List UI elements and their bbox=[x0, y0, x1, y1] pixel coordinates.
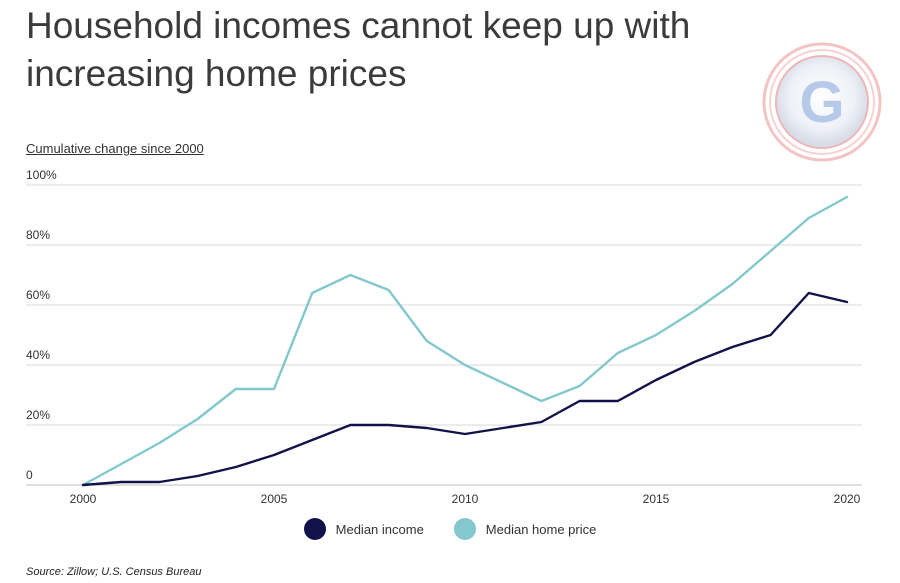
legend-item-median-income: Median income bbox=[303, 518, 424, 540]
line-chart: 0 20% 40% 60% 80% 100% 2000 2005 2010 2015 2020 bbox=[26, 168, 862, 506]
legend-item-median-home-price: Median home price bbox=[453, 518, 597, 540]
chart-title: Household incomes cannot keep up with in… bbox=[26, 5, 691, 94]
source-note: Source: Zillow; U.S. Census Bureau bbox=[26, 566, 202, 578]
chart-legend: Median income Median home price bbox=[0, 518, 900, 540]
x-tick-label: 2005 bbox=[261, 492, 288, 506]
y-tick-label: 80% bbox=[26, 228, 50, 242]
svg-text:G: G bbox=[799, 70, 844, 135]
legend-swatch-median-income bbox=[303, 518, 326, 540]
series-line-median-home-price bbox=[81, 195, 849, 487]
g-logo-icon: G bbox=[760, 38, 890, 168]
x-tick-label: 2020 bbox=[834, 492, 861, 506]
legend-label-median-income: Median income bbox=[335, 521, 424, 537]
legend-swatch-median-home-price bbox=[453, 518, 476, 540]
legend-label-median-home-price: Median home price bbox=[485, 521, 597, 537]
y-tick-label: 20% bbox=[26, 408, 50, 422]
x-tick-label: 2010 bbox=[452, 492, 479, 506]
y-tick-label: 60% bbox=[26, 288, 50, 302]
y-axis-title: Cumulative change since 2000 bbox=[26, 141, 204, 156]
x-tick-label: 2015 bbox=[643, 492, 670, 506]
series-line-median-income bbox=[81, 291, 849, 487]
x-tick-label: 2000 bbox=[70, 492, 97, 506]
y-tick-label: 0 bbox=[26, 468, 33, 482]
y-tick-label: 40% bbox=[26, 348, 50, 362]
y-tick-label: 100% bbox=[26, 168, 57, 182]
